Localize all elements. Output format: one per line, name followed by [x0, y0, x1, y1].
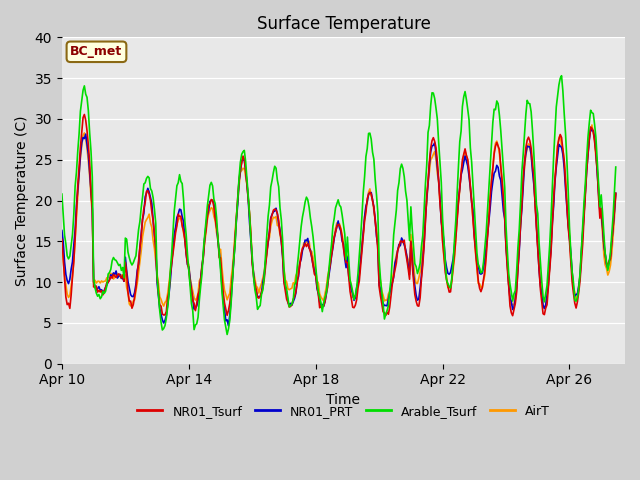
Legend: NR01_Tsurf, NR01_PRT, Arable_Tsurf, AirT: NR01_Tsurf, NR01_PRT, Arable_Tsurf, AirT: [132, 400, 554, 423]
Y-axis label: Surface Temperature (C): Surface Temperature (C): [15, 115, 29, 286]
Text: BC_met: BC_met: [70, 45, 123, 58]
X-axis label: Time: Time: [326, 393, 360, 407]
Title: Surface Temperature: Surface Temperature: [257, 15, 430, 33]
